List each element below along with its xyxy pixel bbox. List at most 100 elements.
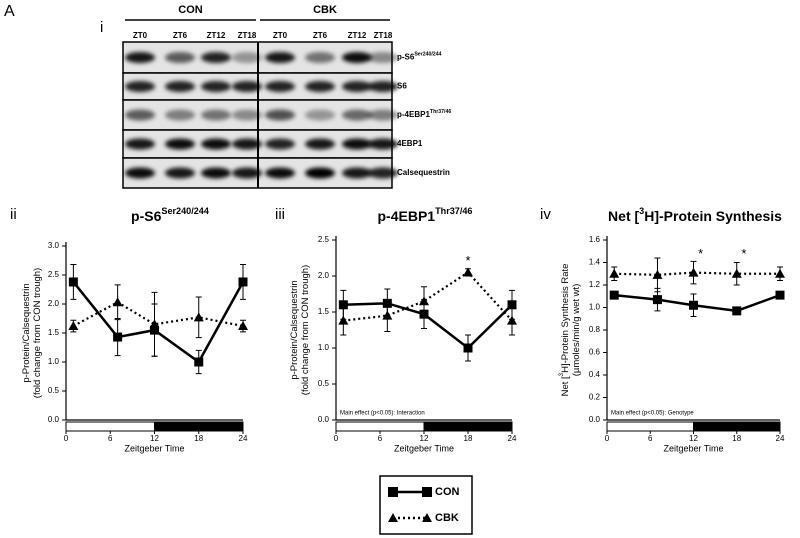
x-tick-label: 6 <box>108 434 113 443</box>
row-label: S6 <box>397 82 407 91</box>
band <box>201 81 231 92</box>
group-label: CBK <box>313 4 337 16</box>
y-axis-label-part: (µmoles/min/g wet wt) <box>571 284 582 377</box>
x-tick-label: 18 <box>464 434 473 443</box>
band <box>232 138 262 150</box>
y-axis-label: (fold change from CON trough) <box>32 268 43 398</box>
marker <box>652 269 663 279</box>
marker <box>238 321 248 331</box>
marker <box>113 332 123 342</box>
marker <box>775 268 785 278</box>
marker <box>419 296 429 306</box>
band <box>265 81 295 92</box>
band <box>265 52 295 63</box>
band <box>165 52 195 63</box>
marker <box>652 295 662 305</box>
y-axis-label: p-Protein/Calsequestrin <box>289 280 300 379</box>
chart-title-part: p-4EBP1 <box>378 208 436 224</box>
y-axis-label: Net [3H]-Protein Synthesis Rate <box>558 264 570 397</box>
chart-title: Net [3H]-Protein Synthesis <box>608 206 782 223</box>
marker <box>463 343 473 353</box>
band <box>125 167 155 179</box>
marker <box>238 277 248 287</box>
marker <box>732 306 742 316</box>
y-tick-label: 1.6 <box>589 235 601 244</box>
band <box>125 109 155 121</box>
legend-label: CON <box>435 486 460 498</box>
y-tick-label: 0.5 <box>318 379 330 388</box>
band <box>265 138 295 150</box>
chart-title-part: p-S6 <box>131 208 162 224</box>
x-axis-label: Zeitgeber Time <box>124 443 184 453</box>
lane-label: ZT12 <box>207 31 226 40</box>
row-label-part: p-4EBP1 <box>397 110 430 119</box>
marker <box>68 321 79 331</box>
marker <box>68 277 78 287</box>
band <box>342 52 372 63</box>
y-axis-label-part: (fold change from CON trough) <box>32 268 43 398</box>
x-tick-label: 24 <box>776 434 785 443</box>
marker <box>463 267 473 277</box>
band <box>201 109 231 121</box>
note: Main effect (p<0.05): Genotype <box>611 411 694 417</box>
marker <box>338 315 349 325</box>
marker <box>193 312 204 322</box>
row-label: Calsequestrin <box>397 168 450 177</box>
annotation: * <box>741 246 746 261</box>
dark-phase <box>693 421 781 432</box>
marker <box>775 290 785 300</box>
y-tick-label: 0.2 <box>589 393 601 402</box>
band <box>165 81 195 92</box>
y-tick-label: 2.5 <box>48 270 60 279</box>
band <box>342 109 372 121</box>
y-tick-label: 1.0 <box>48 357 60 366</box>
y-axis-label-part: Net [ <box>560 376 571 396</box>
band <box>125 81 155 92</box>
lane-label: ZT0 <box>133 31 148 40</box>
chart-title: p-S6Ser240/244 <box>131 206 210 223</box>
y-tick-label: 2.5 <box>318 235 330 244</box>
band <box>342 138 372 150</box>
panel-label: iv <box>540 206 551 223</box>
row-label: p-4EBP1Thr37/46 <box>397 109 451 119</box>
row-label-part: 4EBP1 <box>397 139 423 148</box>
y-tick-label: 3.0 <box>48 241 60 250</box>
band <box>165 138 195 150</box>
chart-title-part: Ser240/244 <box>161 206 209 216</box>
marker <box>112 297 123 307</box>
x-tick-label: 24 <box>239 434 248 443</box>
lane-label: ZT18 <box>374 31 393 40</box>
lane-label: ZT18 <box>238 31 257 40</box>
y-tick-label: 1.5 <box>318 307 330 316</box>
y-tick-label: 1.0 <box>589 303 601 312</box>
y-tick-label: 0.0 <box>318 415 330 424</box>
y-tick-label: 0.0 <box>48 415 60 424</box>
band <box>201 167 231 179</box>
series-line <box>72 281 245 364</box>
y-axis-label: (µmoles/min/g wet wt) <box>571 284 582 377</box>
x-tick-label: 12 <box>150 434 159 443</box>
band <box>305 52 335 63</box>
y-tick-label: 2.0 <box>318 271 330 280</box>
y-tick-label: 0.6 <box>589 348 601 357</box>
y-axis-label-part: 3 <box>558 372 565 376</box>
band <box>368 167 398 179</box>
y-tick-label: 0.8 <box>589 325 601 334</box>
panel-label: iii <box>275 206 285 223</box>
y-tick-label: 1.0 <box>318 343 330 352</box>
annotation: * <box>698 246 703 261</box>
chart-title-part: 3 <box>639 206 644 216</box>
row-label: 4EBP1 <box>397 139 423 148</box>
marker <box>731 268 742 278</box>
chart-title-part: H]-Protein Synthesis <box>644 208 782 224</box>
y-axis-label: p-Protein/Calsequestrin <box>21 283 32 382</box>
x-tick-label: 24 <box>508 434 517 443</box>
band <box>232 109 262 121</box>
dark-phase <box>423 421 513 432</box>
panel-label: i <box>100 19 103 36</box>
y-axis-label-part: p-Protein/Calsequestrin <box>289 280 300 379</box>
y-tick-label: 1.4 <box>589 258 601 267</box>
marker <box>382 310 393 320</box>
y-tick-label: 1.2 <box>589 280 601 289</box>
